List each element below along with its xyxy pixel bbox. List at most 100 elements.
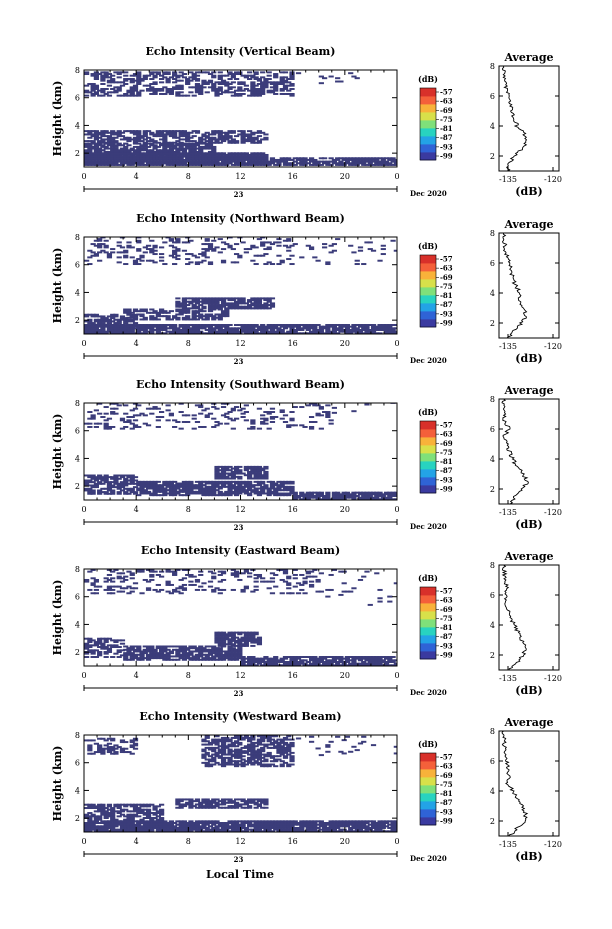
- echo-cell: [325, 664, 331, 666]
- echo-cell: [273, 484, 279, 487]
- echo-cell: [266, 248, 272, 251]
- echo-cell: [214, 297, 220, 300]
- colorbar-tick-label: -69: [440, 439, 453, 448]
- echo-cell: [93, 147, 99, 150]
- echo-cell: [338, 593, 344, 596]
- echo-cell: [220, 484, 227, 487]
- echo-cell: [364, 498, 370, 500]
- echo-cell: [341, 157, 347, 160]
- echo-cell: [247, 489, 253, 492]
- echo-cell: [132, 414, 139, 417]
- echo-cell: [302, 324, 308, 326]
- echo-cell: [308, 403, 315, 405]
- echo-cell: [129, 572, 135, 575]
- echo-cell: [204, 318, 210, 321]
- echo-cell: [247, 494, 253, 497]
- x-tick-label: 20: [340, 505, 350, 514]
- echo-cell: [165, 130, 171, 133]
- echo-cell: [198, 86, 204, 89]
- echo-cell: [181, 150, 188, 153]
- echo-cell: [198, 157, 204, 160]
- echo-cell: [123, 648, 129, 651]
- echo-cell: [217, 130, 223, 133]
- echo-cell: [188, 79, 194, 82]
- echo-cell: [211, 403, 217, 405]
- echo-cell: [237, 83, 243, 85]
- echo-cell: [370, 158, 377, 161]
- echo-cell: [175, 652, 181, 655]
- echo-cell: [84, 482, 90, 485]
- echo-cell: [168, 330, 174, 333]
- echo-cell: [341, 590, 347, 593]
- echo-cell: [178, 494, 184, 497]
- echo-cell: [155, 135, 161, 138]
- echo-cell: [302, 163, 308, 166]
- echo-cell: [364, 325, 370, 328]
- echo-cell: [377, 324, 383, 326]
- echo-cell: [194, 404, 201, 407]
- echo-cell: [119, 157, 126, 160]
- echo-cell: [132, 149, 139, 152]
- echo-cell: [168, 645, 174, 648]
- echo-cell: [253, 307, 259, 310]
- echo-cell: [227, 417, 233, 420]
- average-profile-line: [501, 398, 529, 505]
- echo-cell: [201, 753, 207, 756]
- echo-cell: [198, 89, 204, 92]
- echo-cell: [282, 84, 289, 87]
- echo-cell: [97, 325, 103, 328]
- echo-cell: [201, 487, 207, 490]
- echo-cell: [113, 324, 119, 326]
- echo-cell: [295, 657, 302, 660]
- echo-cell: [178, 91, 184, 94]
- echo-cell: [217, 155, 223, 158]
- echo-cell: [162, 158, 168, 161]
- echo-cell: [93, 422, 99, 425]
- echo-cell: [211, 141, 217, 144]
- echo-cell: [230, 152, 236, 155]
- echo-cell: [367, 329, 373, 331]
- echo-cell: [318, 572, 324, 575]
- echo-cell: [155, 160, 161, 163]
- echo-cell: [286, 426, 292, 428]
- echo-cell: [250, 157, 256, 160]
- echo-cell: [331, 243, 338, 246]
- echo-cell: [185, 241, 191, 244]
- echo-cell: [217, 422, 223, 425]
- echo-cell: [132, 86, 139, 89]
- echo-cell: [204, 249, 210, 252]
- echo-cell: [341, 582, 347, 585]
- echo-cell: [230, 639, 236, 642]
- echo-cell: [227, 490, 233, 493]
- x-tick-label: 8: [186, 339, 191, 348]
- echo-cell: [106, 742, 113, 745]
- echo-cell: [269, 91, 276, 94]
- echo-cell: [97, 637, 103, 640]
- echo-cell: [227, 130, 233, 133]
- echo-cell: [201, 494, 207, 497]
- echo-cell: [230, 76, 236, 79]
- echo-cell: [103, 477, 109, 480]
- echo-cell: [181, 318, 188, 321]
- echo-cell: [357, 249, 364, 252]
- echo-cell: [325, 261, 331, 264]
- echo-cell: [233, 658, 240, 661]
- echo-cell: [139, 492, 145, 495]
- echo-cell: [325, 160, 331, 163]
- echo-cell: [110, 489, 116, 492]
- echo-cell: [260, 243, 266, 246]
- echo-cell: [305, 572, 311, 575]
- echo-cell: [132, 88, 139, 90]
- echo-cell: [90, 145, 96, 148]
- echo-cell: [253, 492, 259, 495]
- echo-cell: [126, 330, 132, 333]
- echo-cell: [204, 144, 210, 147]
- echo-cell: [377, 259, 383, 262]
- echo-cell: [338, 498, 344, 500]
- echo-cell: [152, 249, 158, 252]
- echo-cell: [100, 138, 106, 141]
- echo-cell: [367, 493, 373, 496]
- echo-cell: [185, 647, 191, 650]
- echo-cell: [110, 332, 116, 334]
- echo-cell: [247, 633, 253, 636]
